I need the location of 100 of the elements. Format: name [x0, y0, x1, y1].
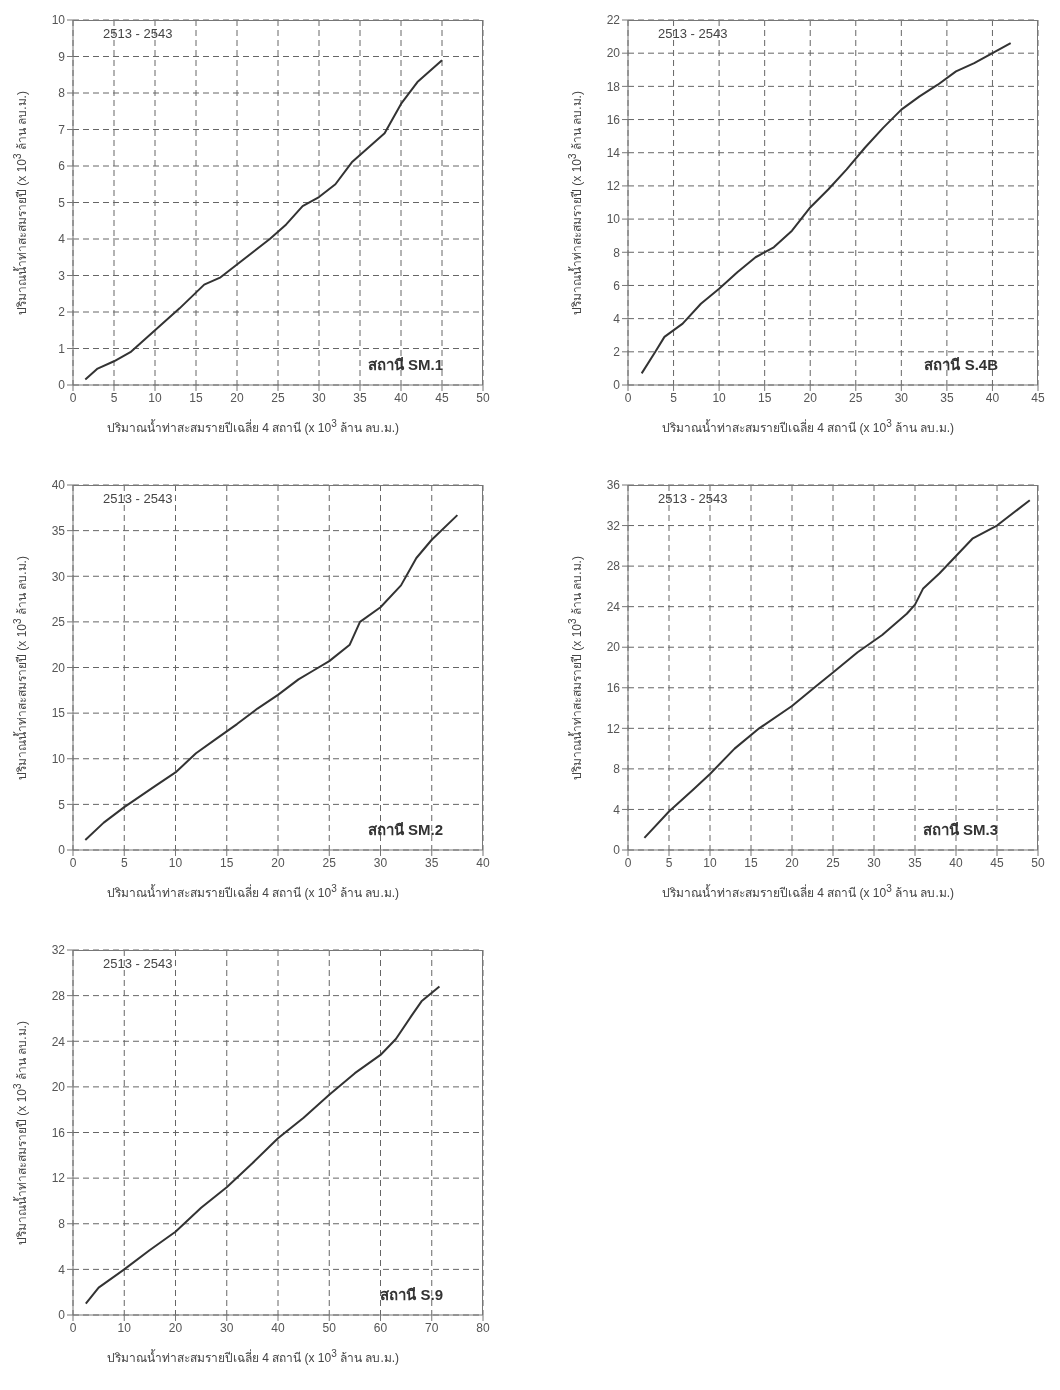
y-tick-label: 12 — [51, 1171, 66, 1186]
annotation: 2513 - 2543 — [658, 491, 728, 506]
annotation: สถานี SM.1 — [367, 355, 443, 375]
x-tick-label: 25 — [271, 390, 285, 405]
x-axis-title: ปริมาณน้ำท่าสะสมรายปีเฉลี่ย 4 สถานี (x 10$^{3}$ ล้าน ลบ.ม.) — [105, 418, 401, 437]
x-tick-label: 50 — [1031, 855, 1045, 870]
y-tick-label: 3 — [58, 268, 66, 283]
y-tick-label: 6 — [58, 159, 66, 174]
x-tick-label: 40 — [949, 855, 963, 870]
y-tick-label: 12 — [606, 179, 621, 194]
x-tick-label: 35 — [425, 855, 439, 870]
x-tick-label: 30 — [373, 855, 388, 870]
y-tick-label: 0 — [58, 1308, 66, 1323]
y-tick-label: 0 — [58, 378, 66, 393]
x-tick-label: 15 — [757, 390, 772, 405]
x-tick-label: 60 — [373, 1320, 388, 1335]
y-tick-label: 9 — [58, 49, 66, 64]
x-tick-label: 45 — [435, 390, 449, 405]
y-tick-label: 4 — [58, 1262, 66, 1277]
x-tick-label: 20 — [168, 1320, 183, 1335]
x-tick-label: 10 — [703, 855, 717, 870]
x-tick-label: 45 — [1031, 390, 1045, 405]
x-tick-label: 10 — [712, 390, 727, 405]
x-axis-title: ปริมาณน้ำท่าสะสมรายปีเฉลี่ย 4 สถานี (x 10$^{3}$ ล้าน ลบ.ม.) — [660, 418, 956, 437]
x-tick-label: 20 — [785, 855, 799, 870]
y-tick-label: 7 — [58, 122, 66, 137]
y-tick-label: 10 — [51, 13, 66, 28]
x-tick-label: 20 — [803, 390, 818, 405]
x-tick-label: 25 — [849, 390, 863, 405]
x-tick-label: 5 — [670, 390, 678, 405]
y-tick-label: 20 — [51, 660, 66, 675]
y-tick-label: 6 — [613, 278, 621, 293]
y-tick-label: 20 — [51, 1080, 66, 1095]
x-tick-label: 50 — [476, 390, 490, 405]
x-tick-label: 70 — [425, 1320, 439, 1335]
x-axis-title: ปริมาณน้ำท่าสะสมรายปีเฉลี่ย 4 สถานี (x 10$^{3}$ ล้าน ลบ.ม.) — [105, 883, 401, 902]
x-tick-label: 0 — [624, 390, 632, 405]
y-tick-label: 28 — [51, 988, 66, 1003]
x-tick-label: 40 — [985, 390, 1000, 405]
y-tick-label: 22 — [606, 13, 621, 28]
y-tick-label: 35 — [51, 523, 66, 538]
y-tick-label: 32 — [606, 518, 621, 533]
x-tick-label: 20 — [271, 855, 285, 870]
x-tick-label: 5 — [120, 855, 128, 870]
x-tick-label: 50 — [322, 1320, 337, 1335]
y-tick-label: 8 — [613, 762, 621, 777]
y-tick-label: 4 — [613, 311, 621, 326]
x-tick-label: 25 — [826, 855, 840, 870]
line-series — [84, 59, 443, 381]
x-tick-label: 5 — [665, 855, 673, 870]
annotation: สถานี S.9 — [380, 1285, 443, 1305]
x-tick-label: 40 — [271, 1320, 285, 1335]
y-tick-label: 36 — [606, 478, 621, 493]
y-tick-label: 24 — [51, 1034, 66, 1049]
y-tick-label: 5 — [58, 195, 66, 210]
line-series — [84, 985, 441, 1305]
annotation: 2513 - 2543 — [103, 491, 173, 506]
y-tick-label: 14 — [606, 145, 621, 160]
x-tick-label: 10 — [168, 855, 183, 870]
x-tick-label: 30 — [894, 390, 909, 405]
x-tick-label: 80 — [476, 1320, 490, 1335]
annotation: 2513 - 2543 — [103, 956, 173, 971]
x-tick-label: 35 — [908, 855, 922, 870]
x-tick-label: 0 — [69, 855, 77, 870]
y-tick-label: 20 — [606, 46, 621, 61]
annotation: สถานี S.4B — [924, 355, 998, 375]
x-tick-label: 30 — [867, 855, 881, 870]
annotation: สถานี SM.2 — [367, 820, 443, 840]
y-tick-label: 4 — [58, 232, 66, 247]
y-tick-label: 28 — [606, 559, 621, 574]
annotation: สถานี SM.3 — [922, 820, 998, 840]
x-tick-label: 40 — [394, 390, 408, 405]
x-axis-title: ปริมาณน้ำท่าสะสมรายปีเฉลี่ย 4 สถานี (x 10$^{3}$ ล้าน ลบ.ม.) — [660, 883, 956, 902]
y-tick-label: 4 — [613, 802, 621, 817]
x-tick-label: 10 — [148, 390, 162, 405]
x-tick-label: 0 — [624, 855, 632, 870]
y-tick-label: 24 — [606, 599, 621, 614]
y-tick-label: 5 — [58, 797, 66, 812]
x-tick-label: 40 — [476, 855, 490, 870]
x-tick-label: 20 — [230, 390, 244, 405]
x-tick-label: 10 — [117, 1320, 132, 1335]
y-tick-label: 8 — [58, 1217, 66, 1232]
x-tick-label: 0 — [69, 1320, 77, 1335]
y-tick-label: 18 — [606, 79, 621, 94]
x-tick-label: 15 — [744, 855, 758, 870]
x-tick-label: 35 — [353, 390, 367, 405]
x-tick-label: 15 — [189, 390, 203, 405]
y-tick-label: 0 — [58, 843, 66, 858]
y-tick-label: 1 — [58, 341, 66, 356]
line-series — [84, 514, 459, 841]
y-tick-label: 20 — [606, 640, 621, 655]
x-tick-label: 0 — [69, 390, 77, 405]
y-tick-label: 15 — [51, 706, 66, 721]
y-tick-label: 10 — [606, 212, 621, 227]
y-tick-label: 32 — [51, 943, 66, 958]
x-tick-label: 30 — [220, 1320, 234, 1335]
y-tick-label: 25 — [51, 615, 66, 630]
x-tick-label: 15 — [220, 855, 234, 870]
y-tick-label: 8 — [58, 86, 66, 101]
y-tick-label: 8 — [613, 245, 621, 260]
